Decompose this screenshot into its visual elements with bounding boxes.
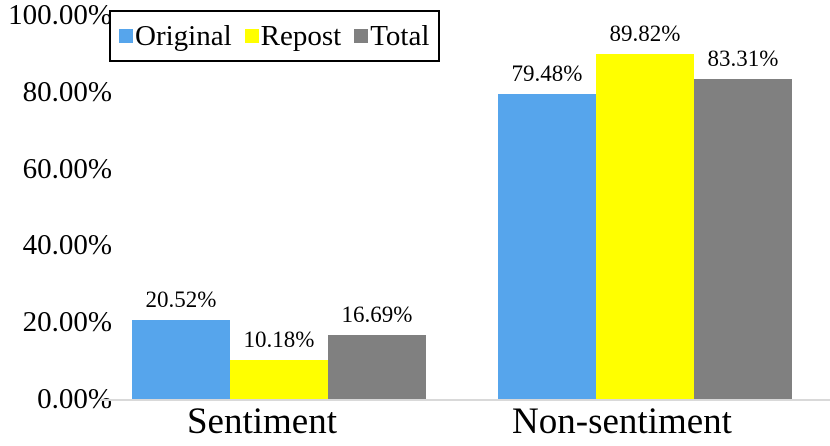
y-tick-100: 100.00% — [8, 0, 112, 31]
y-tick-0: 0.00% — [37, 383, 112, 415]
bar-value-label: 10.18% — [243, 326, 315, 352]
x-axis-line — [100, 399, 830, 401]
bar-original-sentiment: 20.52% — [132, 287, 230, 399]
legend-label-original: Original — [135, 20, 232, 52]
bar-value-label: 16.69% — [341, 301, 413, 327]
y-tick-80: 80.00% — [22, 76, 112, 108]
bar-value-label: 89.82% — [609, 21, 681, 47]
x-category-sentiment: Sentiment — [186, 401, 338, 442]
bar-repost-sentiment: 10.18% — [230, 327, 328, 399]
bar-value-label: 83.31% — [707, 46, 779, 72]
legend: Original Repost Total — [109, 10, 440, 62]
bar-group-sentiment: 20.52% 10.18% 16.69% — [132, 287, 426, 399]
legend-item-original: Original — [119, 12, 232, 60]
bar-value-label: 20.52% — [145, 287, 217, 313]
y-tick-60: 60.00% — [22, 153, 112, 185]
bar-total-non-sentiment: 83.31% — [694, 46, 792, 399]
bar-group-non-sentiment: 79.48% 89.82% 83.31% — [498, 21, 792, 399]
bar-original-non-sentiment: 79.48% — [498, 61, 596, 399]
legend-label-total: Total — [370, 20, 430, 52]
bar-total-sentiment: 16.69% — [328, 302, 426, 399]
bar-repost-non-sentiment: 89.82% — [596, 21, 694, 399]
legend-label-repost: Repost — [260, 20, 342, 52]
x-category-non-sentiment: Non-sentiment — [512, 401, 732, 442]
legend-item-repost: Repost — [244, 12, 342, 60]
bar-value-label: 79.48% — [511, 60, 583, 86]
legend-swatch-total — [354, 29, 369, 43]
legend-swatch-repost — [244, 29, 259, 43]
y-tick-20: 20.00% — [22, 306, 112, 338]
legend-item-total: Total — [354, 12, 429, 60]
legend-swatch-original — [119, 29, 133, 43]
y-tick-40: 40.00% — [22, 229, 112, 261]
